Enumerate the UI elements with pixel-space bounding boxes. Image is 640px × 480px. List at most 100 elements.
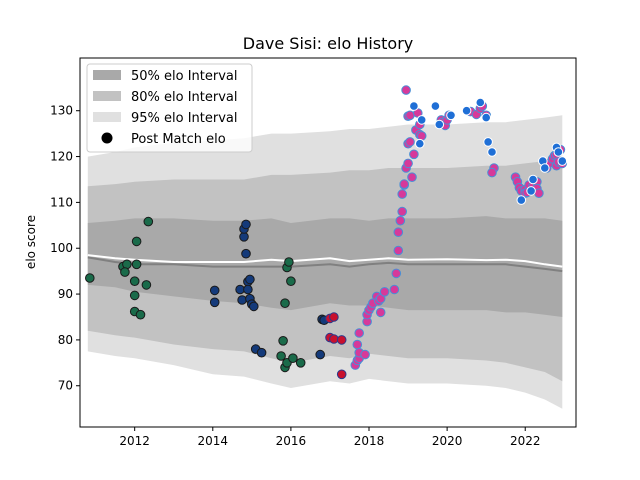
x-axis: 2012 2014 2016 2018 2020 2022 [119, 427, 541, 448]
y-tick-label: 80 [58, 333, 73, 347]
data-point [280, 298, 290, 309]
data-point [446, 110, 456, 121]
y-tick-label: 130 [50, 104, 73, 118]
data-point [415, 138, 425, 149]
data-point [526, 186, 536, 196]
data-point [360, 349, 370, 360]
data-point [553, 147, 564, 157]
legend-swatch-80 [93, 91, 121, 101]
data-point [284, 257, 294, 267]
data-point [393, 245, 404, 256]
data-point [237, 295, 247, 305]
x-tick-label: 2016 [276, 434, 307, 448]
y-tick-label: 100 [50, 241, 73, 255]
data-point [403, 158, 413, 169]
data-point [209, 285, 220, 296]
data-point [85, 273, 95, 283]
data-point [209, 297, 220, 308]
legend-label-95: 95% elo Interval [131, 111, 238, 126]
legend-marker-post-match [101, 132, 113, 144]
y-tick-label: 90 [58, 287, 73, 301]
data-point [241, 219, 251, 230]
legend-label-post-match: Post Match elo [131, 132, 226, 147]
x-tick-label: 2020 [432, 434, 463, 448]
data-point [249, 301, 259, 312]
plot-frame [79, 57, 577, 428]
data-point [135, 309, 146, 320]
y-tick-label: 70 [58, 379, 73, 393]
legend: 50% elo Interval 80% elo Interval 95% el… [86, 63, 253, 153]
data-point [256, 347, 267, 358]
data-point [401, 85, 411, 95]
data-point [557, 156, 568, 166]
data-point [336, 369, 347, 380]
data-point [409, 149, 419, 160]
center-lines [87, 254, 563, 273]
data-point [315, 349, 326, 360]
data-point [379, 287, 390, 297]
data-point [430, 101, 441, 111]
data-point [120, 267, 130, 277]
data-point [416, 131, 427, 141]
data-point [393, 227, 404, 237]
data-point [391, 268, 402, 279]
data-point [329, 334, 339, 344]
data-point [516, 195, 527, 205]
data-point [243, 284, 253, 295]
x-tick-label: 2018 [354, 434, 385, 448]
data-point [487, 167, 497, 178]
y-axis-label: elo score [24, 215, 38, 269]
data-point [141, 280, 152, 290]
x-tick-label: 2022 [510, 434, 541, 448]
data-point [534, 188, 544, 198]
data-point [131, 236, 142, 247]
data-point [399, 179, 410, 189]
data-point [389, 284, 400, 295]
data-point [241, 248, 251, 259]
data-point [276, 351, 286, 361]
y-axis: 70 80 90 100 110 120 130 [50, 104, 80, 393]
data-point [354, 328, 365, 338]
chart-title: Dave Sisi: elo History [243, 34, 413, 53]
legend-label-80: 80% elo Interval [131, 90, 238, 105]
data-point [461, 105, 472, 116]
data-point [395, 215, 406, 226]
data-point [143, 216, 154, 227]
data-point [397, 189, 408, 199]
x-tick-label: 2014 [198, 434, 229, 448]
data-point [336, 335, 347, 345]
data-point [295, 358, 306, 368]
data-point [245, 274, 255, 285]
data-point [122, 259, 132, 270]
data-point [481, 112, 492, 123]
data-point [528, 174, 538, 185]
legend-swatch-95 [93, 112, 121, 122]
data-point [129, 276, 140, 287]
data-point [407, 172, 417, 182]
data-point [434, 119, 445, 130]
median-line [87, 256, 563, 273]
interval-bands [87, 115, 563, 409]
y-tick-label: 110 [50, 195, 73, 209]
legend-box [86, 63, 253, 153]
data-point [416, 115, 427, 125]
data-point [487, 147, 497, 157]
match-points [85, 85, 568, 380]
data-point [375, 307, 386, 318]
x-tick-label: 2012 [119, 434, 150, 448]
band-50 [87, 216, 563, 317]
data-point [540, 163, 550, 173]
data-point [352, 339, 363, 350]
data-point [129, 290, 140, 301]
legend-label-50: 50% elo Interval [131, 69, 238, 84]
data-point [329, 312, 339, 322]
data-point [131, 259, 142, 270]
data-point [397, 206, 408, 217]
data-point [475, 97, 486, 108]
data-point [278, 336, 288, 346]
data-point [286, 276, 296, 287]
data-point [405, 110, 415, 121]
data-point [405, 137, 415, 147]
y-tick-label: 120 [50, 150, 73, 164]
data-point [483, 137, 493, 147]
